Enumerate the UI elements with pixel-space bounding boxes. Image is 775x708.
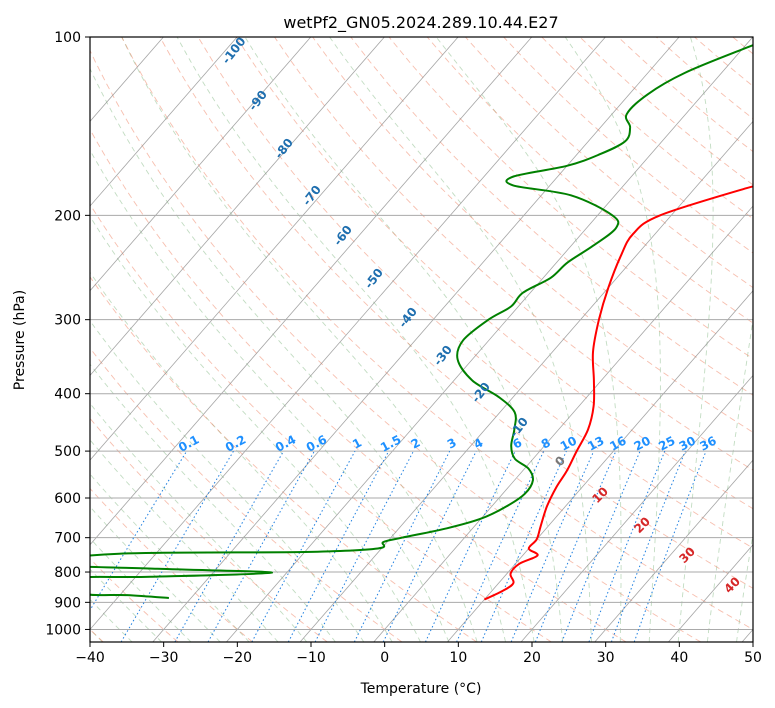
x-tick-label: −30 <box>149 650 179 666</box>
mixing-ratio-label: 16 <box>607 433 628 453</box>
moist-adiabat-line <box>706 316 753 642</box>
moist-adiabat-line <box>90 271 393 642</box>
isotherm-line <box>90 37 312 292</box>
mixing-ratio-line <box>633 450 707 642</box>
dry-adiabat-line <box>90 347 403 642</box>
y-tick-label: 600 <box>54 491 81 507</box>
y-axis-label: Pressure (hPa) <box>12 290 28 390</box>
isotherm-line <box>152 37 680 642</box>
isotherm-line <box>373 205 753 642</box>
series-layer <box>90 44 753 601</box>
mixing-ratio-line <box>90 450 188 612</box>
mixing-ratio-line <box>353 450 451 642</box>
isotherm-line <box>90 37 459 461</box>
x-tick-label: −10 <box>296 650 326 666</box>
axis-ticks: −40 −30 −20 −10 0 10 20 30 40 50 100 200 300 400 500 60… <box>45 30 762 666</box>
moist-adiabat-line <box>244 37 564 642</box>
mixing-ratio-line <box>480 450 567 642</box>
dry-adiabat-line <box>235 37 753 510</box>
x-tick-label: −20 <box>223 650 253 666</box>
moist-adiabat-line <box>90 439 279 642</box>
plot-frame <box>89 36 754 643</box>
dewpoint-series-line <box>90 44 753 599</box>
dry-adiabat-line <box>90 557 179 642</box>
temperature-series-line <box>483 185 753 601</box>
dry-adiabat-line <box>90 128 627 642</box>
moist-adiabat-line <box>121 37 506 642</box>
moist-adiabat-line <box>90 149 450 642</box>
y-tick-label: 200 <box>54 208 81 224</box>
mixing-ratio-label: 30 <box>677 433 698 453</box>
dry-adiabat-line <box>90 49 702 642</box>
y-tick-label: 100 <box>54 30 81 46</box>
moist-adiabat-line <box>329 37 592 642</box>
y-tick-label: 700 <box>54 531 81 547</box>
mixing-ratio-line <box>588 450 666 642</box>
x-axis-label: Temperature (°C) <box>360 681 482 697</box>
dry-adiabat-line <box>90 203 552 642</box>
mixing-ratio-line <box>287 450 390 642</box>
dry-adiabat-line <box>426 37 753 324</box>
x-tick-label: 30 <box>597 650 615 666</box>
moist-adiabat-line <box>90 215 421 642</box>
dry-adiabat-line <box>121 37 753 630</box>
mixing-ratio-line <box>251 450 356 642</box>
dry-adiabat-line <box>90 417 328 642</box>
mixing-ratio-line <box>561 450 641 642</box>
dry-adiabat-line <box>90 487 253 642</box>
mixing-ratio-label: 10 <box>558 433 579 453</box>
moist-adiabat-line <box>677 37 714 642</box>
x-tick-label: 10 <box>449 650 467 666</box>
moist-adiabat-line <box>90 402 308 642</box>
isotherm-line <box>90 37 606 631</box>
mixing-ratio-line <box>534 450 617 642</box>
mixing-ratio-line <box>610 450 686 642</box>
moist-adiabat-line <box>435 37 622 642</box>
y-tick-label: 500 <box>54 444 81 460</box>
isotherm-line <box>90 37 385 377</box>
mixing-ratio-line <box>510 450 595 642</box>
y-tick-label: 1000 <box>45 622 81 638</box>
isotherm-line <box>90 37 238 207</box>
isotherm-line <box>594 459 753 642</box>
isotherm-line <box>520 374 753 642</box>
x-tick-label: −40 <box>75 650 105 666</box>
y-tick-label: 400 <box>54 387 81 403</box>
x-tick-label: 0 <box>380 650 389 666</box>
dry-adiabat-line <box>465 37 753 289</box>
moist-adiabat-line <box>90 473 250 642</box>
mixing-ratio-label: 13 <box>585 433 606 453</box>
dry-adiabat-line <box>90 276 477 642</box>
mixing-ratio-label: 20 <box>632 433 653 453</box>
dry-adiabat-line <box>159 37 753 589</box>
mixing-ratio-label: 25 <box>656 433 677 453</box>
y-tick-label: 900 <box>54 595 81 611</box>
chart-title: wetPf2_GN05.2024.289.10.44.E27 <box>283 13 558 33</box>
moist-adiabat-line <box>90 363 336 642</box>
x-tick-label: 40 <box>670 650 688 666</box>
isotherm-line <box>90 37 533 546</box>
isotherm-line <box>226 37 753 642</box>
mixing-ratio-label: 36 <box>698 433 719 453</box>
x-tick-label: 50 <box>744 650 762 666</box>
moist-adiabat-line <box>564 37 661 642</box>
y-tick-label: 800 <box>54 565 81 581</box>
mixing-ratio-line <box>207 450 315 642</box>
y-tick-label: 300 <box>54 313 81 329</box>
x-tick-label: 20 <box>523 650 541 666</box>
